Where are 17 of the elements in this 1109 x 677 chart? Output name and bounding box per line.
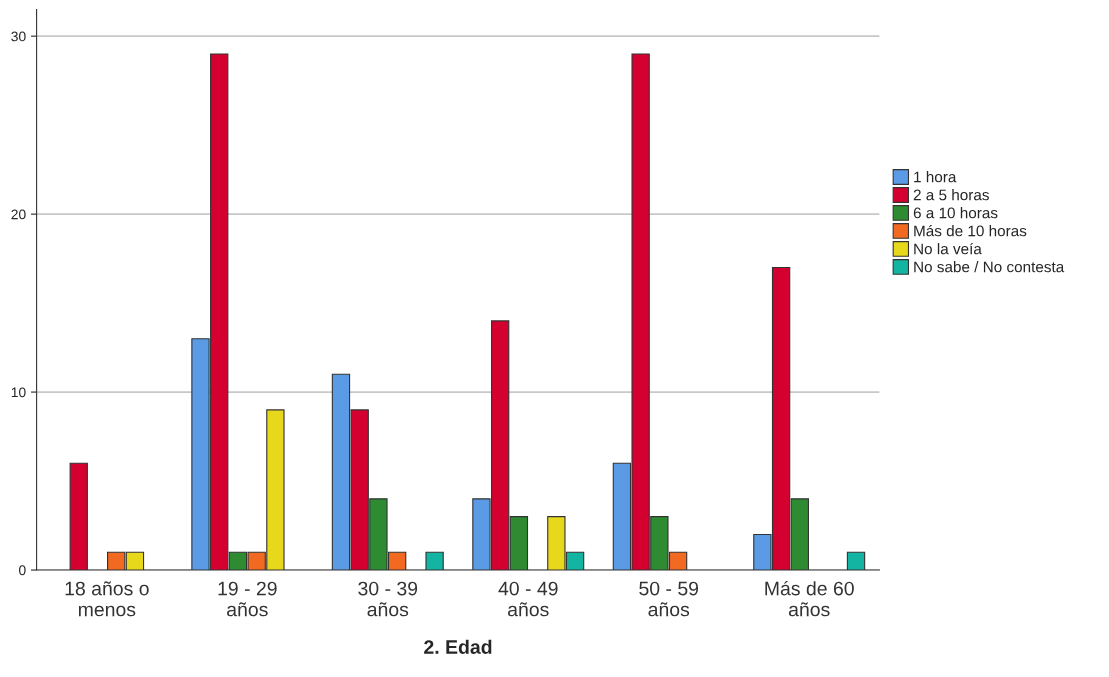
legend-label: Más de 10 horas — [914, 224, 1027, 237]
y-tick-label: 10 — [11, 387, 26, 398]
legend-label: No sabe / No contesta — [914, 261, 1065, 273]
x-tick-label: Más de 60 años — [765, 580, 854, 617]
y-tick-label: 20 — [11, 209, 26, 220]
legend-label: No la veía — [914, 242, 982, 255]
x-tick-label: 40 - 49 años — [498, 581, 558, 617]
x-tick-label: 18 años o menos — [65, 581, 149, 617]
x-tick-label: 30 - 39 años — [358, 581, 418, 617]
y-tick-label: 0 — [19, 565, 26, 576]
legend-label: 6 a 10 horas — [913, 207, 998, 219]
legend-label: 2 a 5 horas — [913, 189, 989, 201]
y-tick-label: 30 — [11, 31, 26, 42]
x-axis-title: 2. Edad — [424, 639, 492, 654]
x-tick-label: 19 - 29 años — [218, 581, 277, 617]
x-tick-label: 50 - 59 años — [639, 581, 699, 617]
legend-label: 1 hora — [914, 171, 957, 183]
